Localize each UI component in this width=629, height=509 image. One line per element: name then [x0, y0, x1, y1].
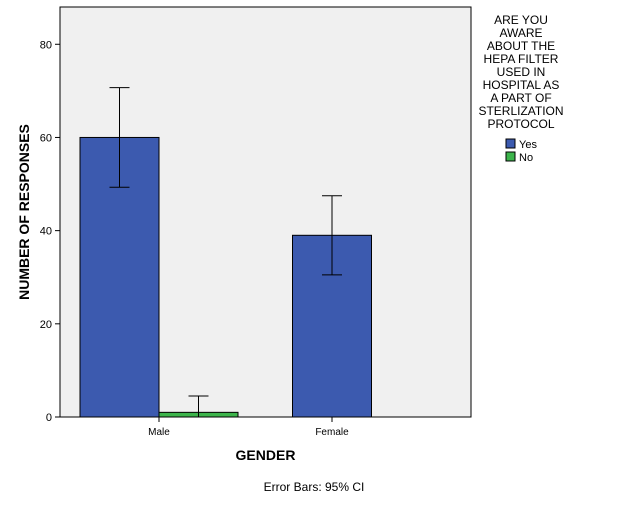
footnote: Error Bars: 95% CI — [264, 480, 365, 494]
x-tick-label: Female — [315, 427, 349, 438]
legend-label-no: No — [519, 152, 533, 164]
legend-title-line: ARE YOU — [494, 13, 548, 27]
legend-title-line: HOSPITAL AS — [483, 78, 560, 92]
y-tick-label: 60 — [40, 132, 52, 144]
y-tick-label: 0 — [46, 412, 52, 424]
legend-title-line: ABOUT THE — [487, 39, 555, 53]
legend-title-line: PROTOCOL — [487, 117, 554, 131]
y-tick-label: 80 — [40, 39, 52, 51]
bar-yes-male — [79, 136, 160, 418]
y-tick-label: 20 — [40, 319, 52, 331]
legend-title-line: A PART OF — [490, 91, 551, 105]
legend-title-line: HEPA FILTER — [484, 52, 559, 66]
legend-swatch-yes — [505, 138, 516, 149]
legend-title-line: STERLIZATION — [478, 104, 563, 118]
legend-title-line: AWARE — [499, 26, 542, 40]
x-axis-title: GENDER — [236, 447, 296, 463]
legend-swatch-no — [505, 151, 516, 162]
x-tick-label: Male — [148, 427, 170, 438]
legend-label-yes: Yes — [519, 139, 537, 151]
legend-title-line: USED IN — [497, 65, 546, 79]
y-axis-title: NUMBER OF RESPONSES — [16, 124, 32, 300]
y-tick-label: 40 — [40, 226, 52, 238]
